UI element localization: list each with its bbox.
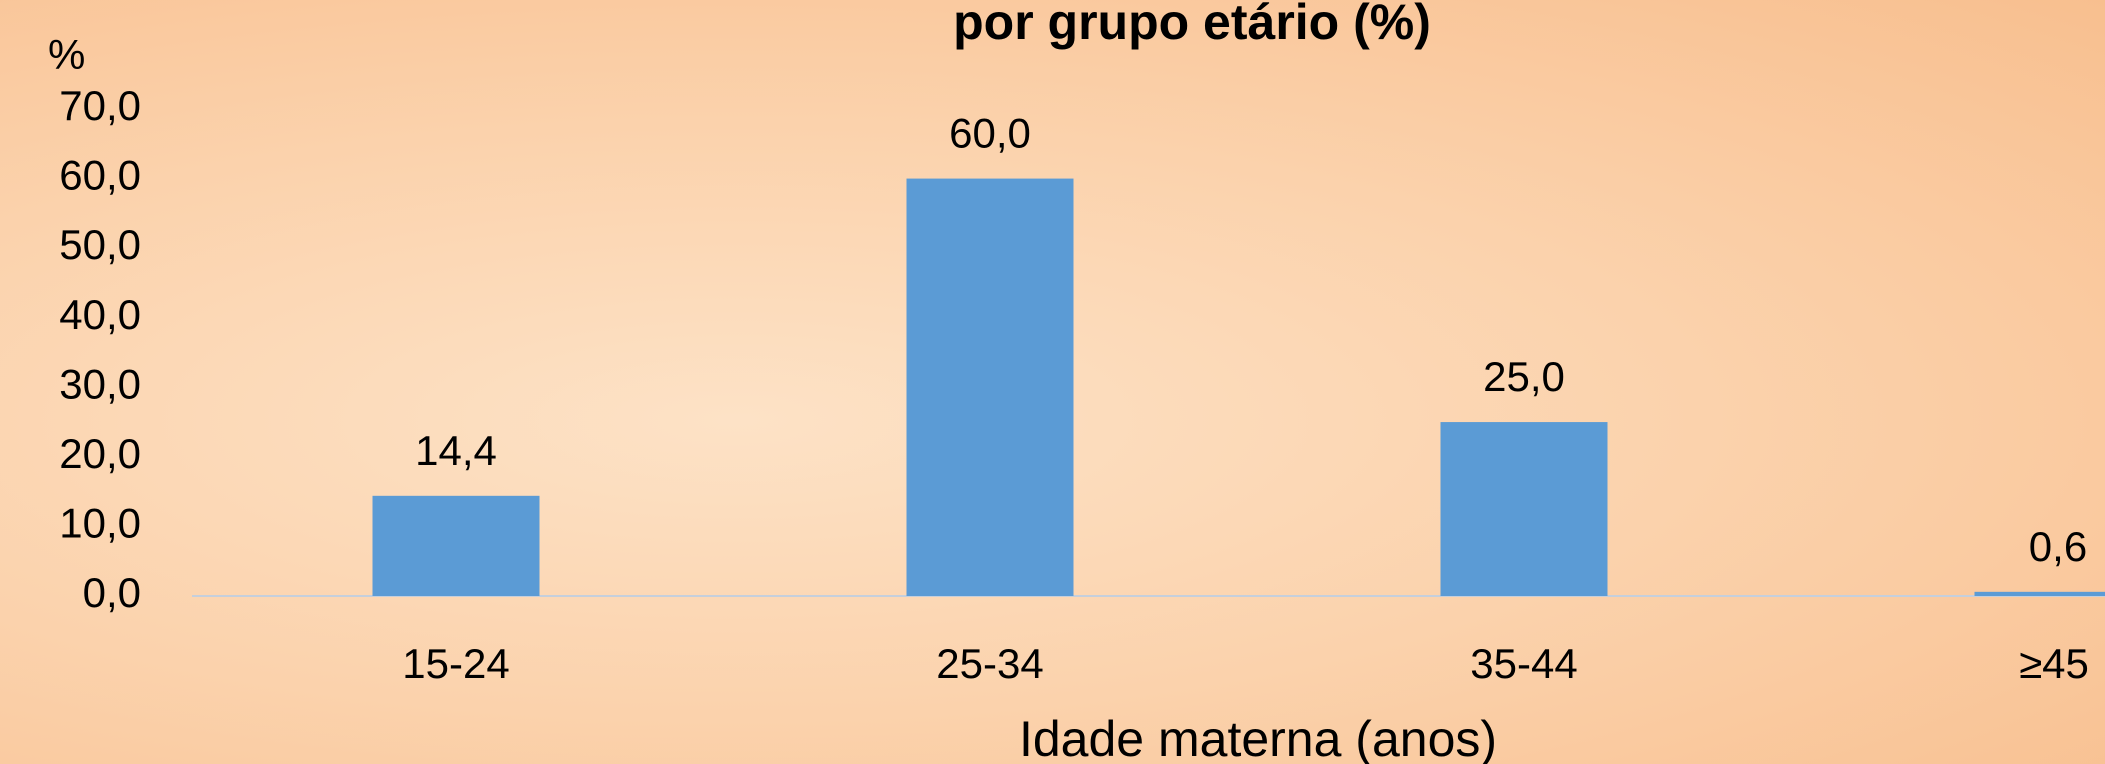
y-tick-label: 0,0 <box>83 569 141 616</box>
y-axis-unit: % <box>48 31 85 78</box>
value-label: 14,4 <box>415 427 497 474</box>
bar <box>1974 591 2105 596</box>
y-tick-label: 50,0 <box>59 221 141 268</box>
bar <box>906 178 1074 597</box>
x-tick-label: 25-34 <box>936 640 1043 687</box>
bar <box>1440 422 1608 596</box>
y-tick-label: 30,0 <box>59 360 141 407</box>
y-tick-label: 20,0 <box>59 430 141 477</box>
x-tick-label: 15-24 <box>402 640 509 687</box>
x-tick-label: 35-44 <box>1470 640 1577 687</box>
y-tick-label: 70,0 <box>59 82 141 129</box>
chart-title: por grupo etário (%) <box>953 0 1431 50</box>
value-label: 25,0 <box>1483 353 1565 400</box>
y-tick-label: 10,0 <box>59 500 141 547</box>
value-label: 0,6 <box>2029 523 2087 570</box>
bar <box>372 495 540 596</box>
y-tick-label: 60,0 <box>59 152 141 199</box>
value-label: 60,0 <box>949 110 1031 157</box>
x-tick-label: ≥45 <box>2019 640 2089 687</box>
y-tick-label: 40,0 <box>59 291 141 338</box>
x-axis-title: Idade materna (anos) <box>1019 711 1497 764</box>
